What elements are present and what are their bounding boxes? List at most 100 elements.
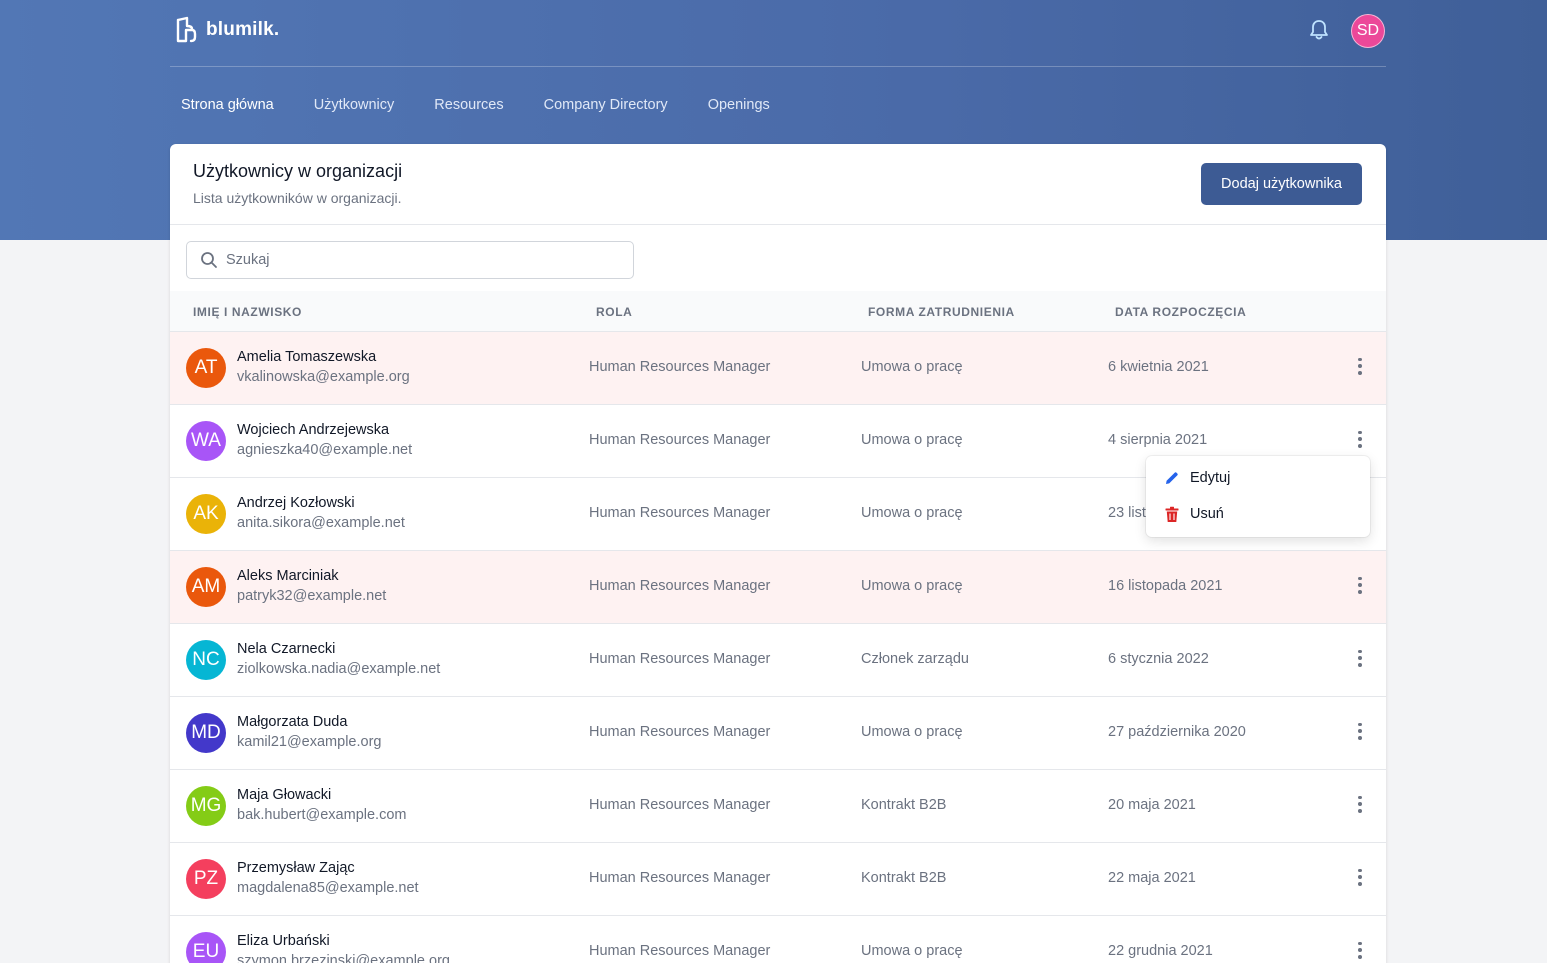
user-avatar-initials: AM <box>186 567 226 607</box>
user-avatar-initials: MG <box>186 786 226 826</box>
user-name: Maja Głowacki <box>237 787 332 803</box>
add-user-button[interactable]: Dodaj użytkownika <box>1201 163 1362 205</box>
topbar: blumilk. SD <box>170 0 1386 67</box>
nav-item-resources[interactable]: Resources <box>434 97 504 113</box>
user-avatar-initials: AT <box>186 348 226 388</box>
user-avatar-initials: WA <box>186 421 226 461</box>
column-header-role[interactable]: Rola <box>596 305 633 319</box>
notifications-bell-icon[interactable] <box>1309 19 1329 46</box>
user-avatar[interactable]: SD <box>1351 14 1385 48</box>
user-role: Human Resources Manager <box>589 432 771 448</box>
user-email: bak.hubert@example.com <box>237 807 407 823</box>
user-role: Human Resources Manager <box>589 505 771 521</box>
edit-menu-item[interactable]: Edytuj <box>1146 460 1370 496</box>
user-avatar-initials: EU <box>186 932 226 963</box>
search-box[interactable] <box>186 241 634 279</box>
user-role: Human Resources Manager <box>589 724 771 740</box>
user-start-date: 6 stycznia 2022 <box>1108 651 1209 667</box>
row-actions-kebab-icon[interactable] <box>1350 940 1370 960</box>
user-email: ziolkowska.nadia@example.net <box>237 661 441 677</box>
nav-item-company-directory[interactable]: Company Directory <box>543 97 668 113</box>
user-name: Przemysław Zając <box>237 860 355 876</box>
row-actions-kebab-icon[interactable] <box>1350 575 1370 595</box>
user-start-date: 23 list <box>1108 505 1146 521</box>
row-actions-kebab-icon[interactable] <box>1350 429 1370 449</box>
page-title: Użytkownicy w organizacji <box>193 161 403 181</box>
user-employment-type: Członek zarządu <box>861 651 969 667</box>
user-start-date: 22 maja 2021 <box>1108 870 1196 886</box>
user-email: szymon.brzezinski@example.org <box>237 953 450 963</box>
user-role: Human Resources Manager <box>589 797 771 813</box>
nav-item-users[interactable]: Użytkownicy <box>313 97 395 113</box>
user-name: Amelia Tomaszewska <box>237 349 377 365</box>
search-input[interactable] <box>226 252 606 268</box>
table-row[interactable]: EU Eliza Urbański szymon.brzezinski@exampl… <box>170 916 1386 963</box>
delete-menu-item[interactable]: Usuń <box>1146 496 1370 532</box>
user-role: Human Resources Manager <box>589 651 771 667</box>
table-row[interactable]: MD Małgorzata Duda kamil21@example.org Huma… <box>170 697 1386 770</box>
user-role: Human Resources Manager <box>589 359 771 375</box>
user-start-date: 27 października 2020 <box>1108 724 1246 740</box>
user-name: Wojciech Andrzejewska <box>237 422 390 438</box>
user-avatar-initials: AK <box>186 494 226 534</box>
user-employment-type: Kontrakt B2B <box>861 797 947 813</box>
user-name: Małgorzata Duda <box>237 714 348 730</box>
user-role: Human Resources Manager <box>589 870 771 886</box>
user-name: Andrzej Kozłowski <box>237 495 355 511</box>
table-row[interactable]: WA Wojciech Andrzejewska agnieszka40@examp… <box>170 405 1386 478</box>
user-email: patryk32@example.net <box>237 588 387 604</box>
user-start-date: 20 maja 2021 <box>1108 797 1196 813</box>
row-actions-kebab-icon[interactable] <box>1350 794 1370 814</box>
user-employment-type: Umowa o pracę <box>861 578 963 594</box>
row-actions-kebab-icon[interactable] <box>1350 356 1370 376</box>
user-employment-type: Umowa o pracę <box>861 432 963 448</box>
user-start-date: 4 sierpnia 2021 <box>1108 432 1208 448</box>
table-row[interactable]: AM Aleks Marciniak patryk32@example.net Hum… <box>170 551 1386 624</box>
user-employment-type: Umowa o pracę <box>861 359 963 375</box>
logo[interactable]: blumilk. <box>174 16 279 44</box>
column-header-employment[interactable]: Forma zatrudnienia <box>868 305 1015 319</box>
row-actions-kebab-icon[interactable] <box>1350 648 1370 668</box>
user-email: agnieszka40@example.net <box>237 442 413 458</box>
row-actions-kebab-icon[interactable] <box>1350 721 1370 741</box>
pencil-icon <box>1166 472 1178 484</box>
table-body: AT Amelia Tomaszewska vkalinowska@example.… <box>170 332 1386 963</box>
column-header-start-date[interactable]: Data rozpoczęcia <box>1115 305 1247 319</box>
card-header: Użytkownicy w organizacji Lista użytkown… <box>170 144 1386 225</box>
user-email: vkalinowska@example.org <box>237 369 410 385</box>
user-avatar-initials: PZ <box>186 859 226 899</box>
edit-menu-label: Edytuj <box>1190 470 1231 486</box>
user-start-date: 6 kwietnia 2021 <box>1108 359 1209 375</box>
table-row[interactable]: MG Maja Głowacki bak.hubert@example.com Hum… <box>170 770 1386 843</box>
table-row[interactable]: PZ Przemysław Zając magdalena85@example.ne… <box>170 843 1386 916</box>
user-employment-type: Kontrakt B2B <box>861 870 947 886</box>
nav-item-home[interactable]: Strona główna <box>181 97 274 113</box>
user-name: Eliza Urbański <box>237 933 330 949</box>
blumilk-logo-icon <box>176 16 197 43</box>
delete-menu-label: Usuń <box>1190 506 1224 522</box>
logo-text: blumilk. <box>206 19 280 40</box>
row-actions-kebab-icon[interactable] <box>1350 867 1370 887</box>
page-subtitle: Lista użytkowników w organizacji. <box>193 190 402 206</box>
nav-item-openings[interactable]: Openings <box>707 97 770 113</box>
column-header-name[interactable]: Imię i nazwisko <box>193 305 302 319</box>
user-employment-type: Umowa o pracę <box>861 943 963 959</box>
user-email: kamil21@example.org <box>237 734 382 750</box>
table-row[interactable]: AT Amelia Tomaszewska vkalinowska@example.… <box>170 332 1386 405</box>
user-role: Human Resources Manager <box>589 578 771 594</box>
user-avatar-initials: NC <box>186 640 226 680</box>
user-name: Nela Czarnecki <box>237 641 336 657</box>
search-icon <box>201 252 217 268</box>
user-role: Human Resources Manager <box>589 943 771 959</box>
user-email: magdalena85@example.net <box>237 880 419 896</box>
user-start-date: 22 grudnia 2021 <box>1108 943 1213 959</box>
user-employment-type: Umowa o pracę <box>861 724 963 740</box>
row-actions-menu: Edytuj Usuń <box>1146 456 1370 537</box>
user-employment-type: Umowa o pracę <box>861 505 963 521</box>
user-avatar-initials: MD <box>186 713 226 753</box>
table-row[interactable]: NC Nela Czarnecki ziolkowska.nadia@example… <box>170 624 1386 697</box>
user-name: Aleks Marciniak <box>237 568 339 584</box>
table-header: Imię i nazwisko Rola Forma zatrudnienia … <box>170 291 1386 332</box>
trash-icon <box>1165 506 1179 522</box>
user-start-date: 16 listopada 2021 <box>1108 578 1223 594</box>
